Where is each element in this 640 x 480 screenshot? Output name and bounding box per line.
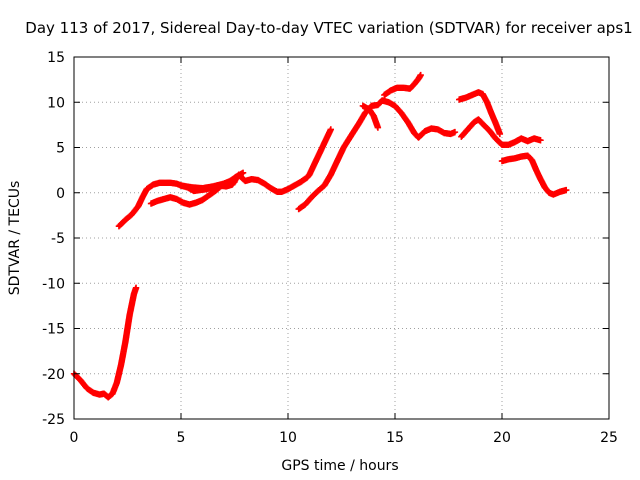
series-arc-4	[177, 169, 247, 192]
grid	[74, 57, 609, 419]
y-tick-label: 5	[56, 141, 65, 157]
data-point	[132, 284, 140, 291]
y-axis-label: SDTVAR / TECUs	[7, 181, 23, 296]
data-point	[417, 71, 424, 79]
y-tick-label: -5	[51, 231, 65, 247]
series-arc-2	[115, 126, 334, 230]
data-series	[70, 71, 570, 401]
x-tick-label: 5	[177, 430, 186, 446]
series-arc-10	[498, 152, 570, 198]
chart-title: Day 113 of 2017, Sidereal Day-to-day VTE…	[25, 19, 632, 37]
y-tick-label: -20	[42, 367, 65, 383]
y-tick-label: 10	[47, 95, 65, 111]
y-tick-label: -25	[42, 412, 65, 428]
x-axis-label: GPS time / hours	[281, 458, 398, 474]
series-arc-9	[456, 89, 504, 138]
series-arc-1	[70, 284, 140, 401]
y-tick-label: -10	[42, 276, 65, 292]
x-tick-label: 10	[279, 430, 297, 446]
data-point	[496, 130, 504, 138]
data-point	[451, 128, 459, 136]
axes: 0 5 10 15 20 25 -25 -20 -15 -10 -5 0 5 10 15	[42, 50, 618, 446]
data-point	[239, 169, 247, 177]
data-point	[374, 124, 382, 131]
data-point	[563, 186, 570, 194]
data-point	[537, 137, 544, 144]
x-tick-label: 20	[493, 430, 511, 446]
x-tick-label: 25	[600, 430, 618, 446]
series-arc-8	[458, 116, 544, 148]
series-arc-7	[381, 71, 424, 99]
y-tick-label: 15	[47, 50, 65, 66]
y-tick-label: 0	[56, 186, 65, 202]
y-tick-label: -15	[42, 322, 65, 338]
series-arc-5	[295, 97, 459, 213]
x-tick-label: 15	[386, 430, 404, 446]
x-tick-label: 0	[70, 430, 79, 446]
series-arc-6	[359, 102, 382, 131]
data-point	[327, 126, 334, 133]
